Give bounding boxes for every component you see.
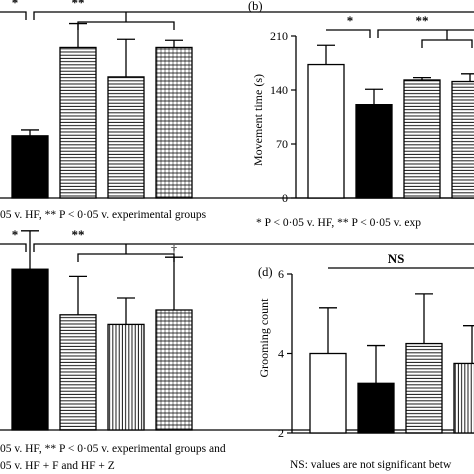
- panel-b-tick-label: 210: [270, 29, 288, 43]
- panel-d-bar: [453, 362, 474, 434]
- panel-a-bar: [155, 46, 193, 199]
- panel-b-ylabel: Movement time (s): [251, 74, 265, 166]
- panel-b-bracket-2: [377, 29, 474, 38]
- panel-b-sig-2: **: [416, 13, 429, 28]
- panel-b-bar: [403, 79, 441, 199]
- panel-b-tick-label: 0: [282, 191, 288, 205]
- panel-b-label: (b): [248, 0, 263, 13]
- panel-d-label: (d): [258, 265, 273, 279]
- panel-b-bar: [355, 104, 393, 199]
- panel-c-bar: [155, 309, 193, 431]
- panel-c-bar: [11, 268, 49, 431]
- panel-a: 05 v. HF, ** P < 0·05 v. experimental gr…: [0, 0, 474, 221]
- panel-b-bar: [307, 63, 345, 199]
- panel-c: 05 v. HF, ** P < 0·05 v. experimental gr…: [0, 227, 474, 472]
- panel-a-bar: [107, 76, 145, 199]
- panel-a-footnote: 05 v. HF, ** P < 0·05 v. experimental gr…: [0, 209, 207, 221]
- panel-c-bracket-1: [0, 243, 27, 252]
- panel-b-bracket-group: [421, 39, 473, 48]
- panel-b-sig-1: *: [347, 13, 354, 28]
- panel-c-bar: [107, 323, 145, 431]
- panel-d-ns-label: NS: [388, 251, 405, 266]
- panel-b-tick-label: 140: [270, 83, 288, 97]
- panel-d-bar: [357, 382, 395, 434]
- panel-c-bar: [59, 314, 97, 431]
- panel-c-dagger: †: [171, 242, 177, 256]
- panel-d-tick-label: 6: [278, 267, 284, 281]
- panel-b-tick-label: 70: [276, 137, 288, 151]
- panel-d: (d) Grooming count NS: values are not si…: [257, 251, 474, 471]
- panel-d-footnote: NS: values are not significant betw: [290, 459, 452, 471]
- panel-a-bracket-group: [77, 21, 175, 30]
- panel-a-bracket-1: [0, 11, 27, 20]
- panel-c-bracket-2: [33, 243, 474, 252]
- panel-d-tick-label: 2: [278, 426, 284, 440]
- panel-b-bracket-1: [326, 29, 371, 38]
- panel-c-bracket-group: [77, 253, 175, 262]
- panel-a-bracket-2: [33, 11, 474, 20]
- panel-b: (b) Movement time (s) * P < 0·05 v. HF, …: [248, 0, 474, 229]
- panel-c-sig-1: *: [12, 227, 19, 242]
- panel-c-footnote: 05 v. HF, ** P < 0·05 v. experimental gr…: [0, 443, 226, 455]
- panel-b-bar: [451, 80, 474, 199]
- panel-a-bar: [11, 135, 49, 199]
- panel-d-ylabel: Grooming count: [257, 298, 271, 378]
- panel-a-bar: [59, 46, 97, 199]
- panel-c-sig-2: **: [72, 227, 85, 242]
- panel-a-sig-2: **: [72, 0, 85, 10]
- panel-a-sig-1: *: [12, 0, 19, 10]
- panel-d-tick-label: 4: [278, 347, 284, 361]
- panel-d-bar: [405, 342, 443, 434]
- panel-d-bar: [309, 352, 347, 434]
- panel-c-footnote-2: 05 v. HF + F and HF + Z: [0, 460, 115, 472]
- panel-b-footnote: * P < 0·05 v. HF, ** P < 0·05 v. exp: [256, 217, 421, 229]
